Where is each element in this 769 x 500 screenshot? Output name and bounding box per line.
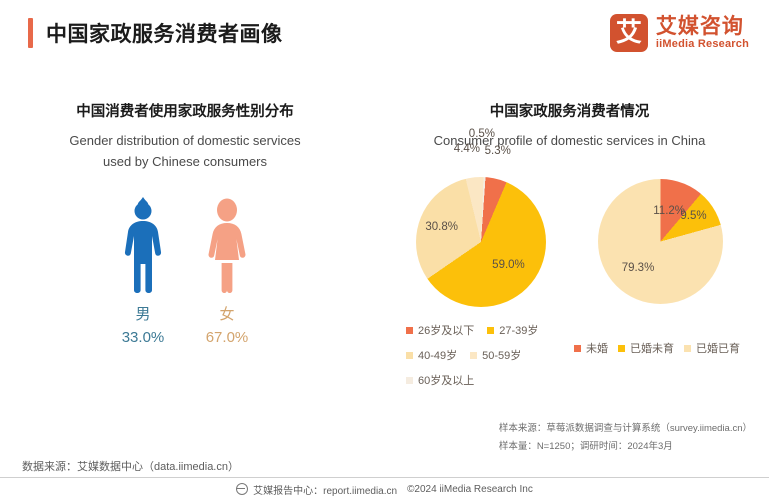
legend-swatch-icon (406, 376, 413, 384)
sample-source-block: 样本来源：草莓派数据调查与计算系统（survey.iimedia.cn） 样本量… (499, 420, 752, 456)
profile-panel-title-en: Consumer profile of domestic services in… (433, 133, 706, 148)
gender-panel: 中国消费者使用家政服务性别分布 Gender distribution of d… (0, 100, 370, 346)
header: 中国家政服务消费者画像 艾 艾媒咨询 iiMedia Research (0, 0, 769, 78)
legend-item: 未婚 (574, 340, 608, 356)
consumer-profile-panel: 中国家政服务消费者情况 Consumer profile of domestic… (370, 100, 769, 387)
male-person-icon (124, 197, 162, 293)
legend-swatch-icon (470, 351, 478, 359)
legend-label: 40-49岁 (418, 350, 458, 362)
page-title-group: 中国家政服务消费者画像 (28, 18, 283, 48)
female-percentage: 67.0% (205, 329, 249, 346)
marital-status-pie-chart (598, 179, 723, 304)
age-distribution-pie-chart (416, 177, 546, 307)
pie-slice-label: 5.3% (484, 145, 511, 158)
copyright-text: ©2024 iiMedia Research Inc (407, 483, 533, 495)
legend-label: 60岁及以上 (418, 375, 475, 387)
data-source-text: 数据来源：艾媒数据中心（data.iimedia.cn） (22, 461, 239, 473)
age-legend-items: 26岁及以下 27-39岁 40-49岁 50-59岁 60岁及以上 (406, 322, 586, 397)
page-title: 中国家政服务消费者画像 (46, 23, 283, 46)
legend-item: 26岁及以下 (406, 322, 474, 338)
logo-text: 艾媒咨询 iiMedia Research (656, 15, 749, 51)
pie-slice-label: 59.0% (492, 258, 525, 271)
gender-panel-title-en: Gender distribution of domestic services… (0, 130, 370, 172)
age-pie-legend: 26岁及以下 27-39岁 40-49岁 50-59岁 60岁及以上 (406, 322, 586, 397)
title-accent-bar (28, 18, 33, 48)
pie-slice-label: 9.5% (680, 210, 707, 223)
globe-icon (236, 483, 249, 495)
legend-swatch-icon (406, 351, 413, 359)
legend-item: 40-49岁 (406, 347, 457, 363)
male-figure-group: 男 33.0% (115, 194, 171, 346)
legend-item: 已婚未育 (618, 340, 674, 356)
legend-swatch-icon (574, 344, 581, 352)
female-label: 女 (219, 306, 235, 323)
pie-slice-label: 4.4% (453, 143, 481, 156)
logo-mark-icon: 艾 (609, 14, 648, 52)
marital-legend-items: 未婚 已婚未育 已婚已育 (574, 340, 764, 356)
gender-figures: 男 33.0% 女 67.0% (0, 194, 370, 346)
pie-slice-label: 11.2% (653, 205, 686, 218)
brand-logo: 艾 艾媒咨询 iiMedia Research (609, 14, 749, 52)
marital-pie-legend: 未婚 已婚未育 已婚已育 (574, 340, 764, 356)
pie-slice-label: 79.3% (621, 261, 655, 274)
logo-name-cn: 艾媒咨询 (655, 15, 744, 38)
pie-slice-label: 0.5% (468, 127, 496, 140)
legend-swatch-icon (618, 344, 625, 352)
sample-source-text: 样本来源：草莓派数据调查与计算系统（survey.iimedia.cn） (498, 423, 752, 434)
legend-label: 26岁及以下 (418, 325, 475, 337)
gender-panel-title-cn: 中国消费者使用家政服务性别分布 (76, 104, 294, 120)
report-center-text: 艾媒报告中心：report.iimedia.cn (253, 485, 398, 497)
legend-item: 60岁及以上 (406, 372, 474, 388)
gender-panel-title-en-line2: used by Chinese consumers (102, 154, 268, 169)
sample-size-text: 样本量：N=1250；调研时间：2024年3月 (498, 441, 673, 452)
legend-label: 未婚 (586, 343, 608, 355)
legend-swatch-icon (684, 344, 691, 352)
legend-label: 27-39岁 (499, 325, 539, 337)
legend-item: 已婚已育 (684, 340, 740, 356)
legend-swatch-icon (406, 326, 413, 334)
pie-charts-row: 5.3% 59.0% 30.8% 4.4% 0.5% 11.2% 9.5% 79.3% (370, 128, 769, 319)
legend-item: 27-39岁 (487, 322, 538, 338)
footer-divider (0, 477, 769, 478)
male-label: 男 (135, 306, 151, 323)
logo-name-en: iiMedia Research (655, 38, 749, 50)
legend-item: 50-59岁 (470, 347, 521, 363)
legend-label: 已婚已育 (696, 343, 740, 355)
female-person-icon (208, 198, 246, 293)
footer-bar: 艾媒报告中心：report.iimedia.cn ©2024 iiMedia R… (0, 478, 769, 500)
legend-swatch-icon (487, 326, 495, 334)
pie-slice-label: 30.8% (425, 220, 458, 233)
profile-panel-title-cn: 中国家政服务消费者情况 (489, 104, 650, 120)
legend-label: 50-59岁 (482, 350, 522, 362)
gender-panel-title-en-line1: Gender distribution of domestic services (69, 133, 301, 148)
legend-label: 已婚未育 (630, 343, 674, 355)
male-percentage: 33.0% (121, 329, 165, 346)
female-figure-group: 女 67.0% (199, 194, 255, 346)
